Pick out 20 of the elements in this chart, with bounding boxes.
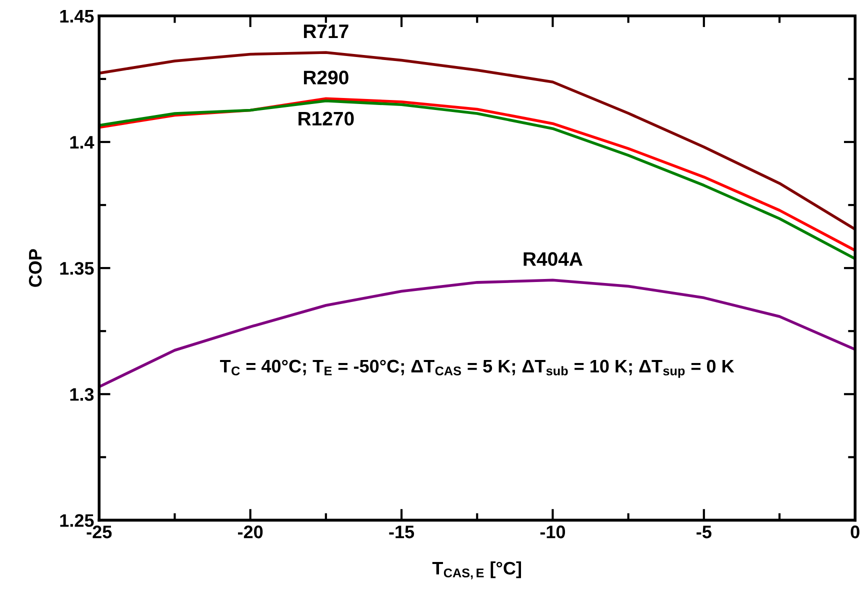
series-label: R404A (524, 252, 582, 266)
y-tick-label: 1.35 (60, 262, 94, 275)
series-label: R1270 (298, 112, 354, 126)
x-tick-label: -5 (696, 526, 712, 538)
x-tick-label: -15 (389, 526, 414, 538)
x-tick-label: 0 (850, 526, 860, 538)
x-axis-title: T$_{CAS,E}$ [°C] (432, 561, 521, 580)
y-tick-label: 1.3 (70, 388, 94, 401)
line-series (99, 278, 856, 388)
y-axis-title: COP (28, 249, 42, 287)
series-label: R717 (304, 24, 348, 38)
y-tick-label: 1.4 (70, 136, 94, 149)
x-tick-label: -25 (86, 526, 112, 538)
series-label: R290 (304, 70, 348, 84)
y-tick-label: 1.45 (60, 10, 94, 23)
text: T$_{C}$ = 40°C; T$_{E}$ = -50°C; ΔT$_{CAS}$ = 5 K; ΔT$_{sub}$ = 10 K; ΔT$_{sup}$ = 0 K (220, 360, 734, 378)
x-tick-label: -20 (238, 526, 263, 538)
x-tick-label: -10 (540, 526, 566, 538)
line-series (99, 51, 856, 231)
y-tick-label: 1.25 (60, 514, 94, 527)
